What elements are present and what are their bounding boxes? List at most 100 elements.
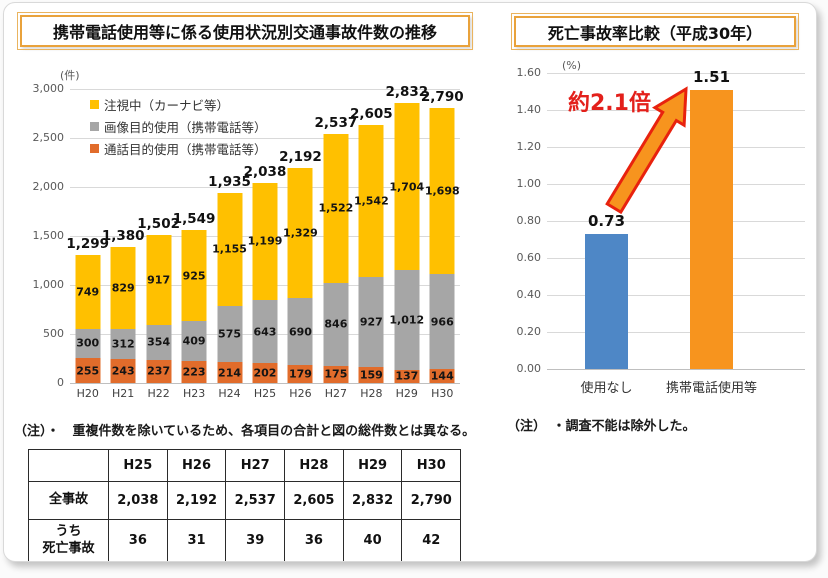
bar-slot: 237 354 917 1,502 H22 — [137, 89, 180, 400]
bar-slot: 159 927 1,542 2,605 H28 — [350, 89, 393, 400]
right-note: （注） ・調査不能は除外した。 — [507, 419, 696, 434]
bar-segment: 300 — [75, 328, 101, 359]
x-tick-label: H24 — [218, 387, 241, 400]
y-tick-label: 0 — [57, 376, 64, 389]
x-tick-label: H28 — [360, 387, 383, 400]
y-tick-label: 0.00 — [516, 362, 542, 375]
table-cell: 2,605 — [284, 481, 344, 520]
x-tick-label: 携帯電話使用等 — [665, 381, 758, 396]
bar-segment: 137 — [394, 369, 420, 383]
column-header: H30 — [401, 449, 462, 482]
bar-segment: 255 — [75, 358, 101, 383]
table-cell: 2,192 — [166, 481, 227, 520]
segment-value-label: 137 — [395, 369, 419, 383]
bar-total-label: 1,935 — [208, 173, 251, 190]
segment-value-label: 1,522 — [318, 201, 354, 215]
bar-total-label: 1,502 — [137, 216, 180, 233]
stacked-bar-h27: 175 846 1,522 — [318, 133, 353, 383]
bar-segment: 223 — [181, 361, 207, 383]
slide: 携帯電話使用等に係る使用状況別交通事故件数の推移 (件) 3,000 2,500 2… — [3, 2, 817, 562]
stacked-bar-h28: 159 927 1,542 — [354, 125, 389, 383]
table-cell: 42 — [401, 519, 462, 561]
segment-value-label: 255 — [76, 364, 100, 377]
column-header: H25 — [108, 449, 168, 482]
bar-segment: 175 — [323, 365, 349, 383]
segment-value-label: 1,155 — [212, 242, 247, 256]
bar-value-label: 1.51 — [692, 67, 731, 86]
right-y-axis: 1.60 1.40 1.20 1.00 0.80 0.60 0.40 0.20 0.00 — [499, 66, 542, 375]
bar-slot: 175 846 1,522 2,537 H27 — [315, 89, 358, 400]
left-unit-label: (件) — [60, 69, 80, 82]
gridline — [547, 221, 805, 222]
gridline — [547, 184, 805, 185]
column-header: H28 — [284, 449, 344, 482]
segment-value-label: 846 — [324, 317, 348, 331]
table-row: うち 死亡事故 36 31 39 36 40 42 — [28, 519, 462, 561]
left-chart-legend: 注視中（カーナビ等） 画像目的使用（携帯電話等） 通話目的使用（携帯電話等） — [90, 93, 267, 159]
bar-segment: 1,698 — [425, 107, 460, 275]
segment-value-label: 927 — [359, 315, 383, 329]
bar-segment: 575 — [217, 305, 243, 363]
right-unit-label: (%) — [562, 59, 582, 72]
y-tick-label: 0.60 — [516, 251, 542, 264]
gridline — [70, 138, 460, 139]
bar-total-label: 2,790 — [420, 88, 464, 105]
legend-label: 注視中（カーナビ等） — [104, 97, 230, 113]
legend-swatch — [90, 99, 99, 109]
x-tick-label: H25 — [253, 387, 277, 400]
table-cell: 2,537 — [225, 481, 286, 520]
gridline — [547, 369, 805, 370]
x-tick-label: H29 — [395, 387, 418, 400]
bar-segment: 179 — [287, 365, 313, 383]
table-cell: 39 — [225, 519, 286, 561]
x-tick-label: H30 — [431, 387, 454, 400]
y-tick-label: 3,000 — [32, 82, 65, 95]
segment-value-label: 300 — [76, 336, 100, 350]
bar-segment: 1,155 — [212, 192, 247, 306]
bar-segment: 829 — [110, 247, 136, 329]
y-tick-label: 1.60 — [516, 66, 542, 79]
legend-item: 通話目的使用（携帯電話等） — [90, 137, 267, 159]
segment-value-label: 829 — [111, 281, 135, 295]
bar-total-label: 1,549 — [172, 211, 216, 228]
bar-segment: 690 — [287, 297, 313, 366]
segment-value-label: 175 — [324, 367, 348, 381]
bar-segment: 243 — [110, 359, 136, 383]
y-tick-label: 1.20 — [516, 140, 542, 153]
bar-total-label: 2,605 — [349, 106, 393, 123]
table-cell: 2,790 — [401, 481, 462, 520]
bar-segment: 1,704 — [389, 103, 424, 271]
legend-swatch — [90, 143, 99, 153]
gridline — [547, 258, 805, 259]
bar-segment: 1,012 — [389, 270, 424, 370]
bar-segment: 159 — [358, 367, 384, 383]
y-tick-label: 0.40 — [516, 288, 542, 301]
y-tick-label: 0.20 — [516, 325, 542, 338]
segment-value-label: 1,704 — [389, 180, 425, 194]
bar-total-label: 1,299 — [66, 236, 110, 253]
y-tick-label: 1,000 — [32, 278, 65, 291]
row-header: うち 死亡事故 — [28, 519, 109, 561]
segment-value-label: 409 — [182, 334, 206, 348]
column-header — [28, 449, 109, 482]
bar-segment: 1,542 — [354, 125, 389, 277]
bar-slot: 144 966 1,698 2,790 H30 — [421, 89, 464, 400]
table-cell: 2,832 — [342, 481, 403, 520]
table-cell: 31 — [166, 519, 227, 561]
segment-value-label: 1,199 — [247, 234, 283, 248]
x-tick-label: H23 — [182, 387, 206, 400]
column-header: H29 — [342, 449, 403, 482]
column-header: H26 — [166, 449, 227, 482]
up-arrow-icon — [605, 86, 688, 215]
right-chart-title: 死亡事故率比較（平成30年） — [511, 13, 799, 50]
segment-value-label: 1,698 — [424, 184, 460, 198]
y-tick-label: 2,000 — [32, 180, 65, 193]
bar-segment: 1,522 — [318, 133, 353, 283]
segment-value-label: 214 — [218, 366, 242, 380]
bar-segment: 354 — [146, 325, 172, 360]
segment-value-label: 237 — [147, 364, 171, 378]
stacked-bar-h26: 179 690 1,329 — [283, 167, 318, 383]
segment-value-label: 223 — [182, 365, 206, 379]
table-row: 全事故 2,038 2,192 2,537 2,605 2,832 2,790 — [28, 481, 462, 520]
bar-segment: 966 — [429, 274, 455, 369]
